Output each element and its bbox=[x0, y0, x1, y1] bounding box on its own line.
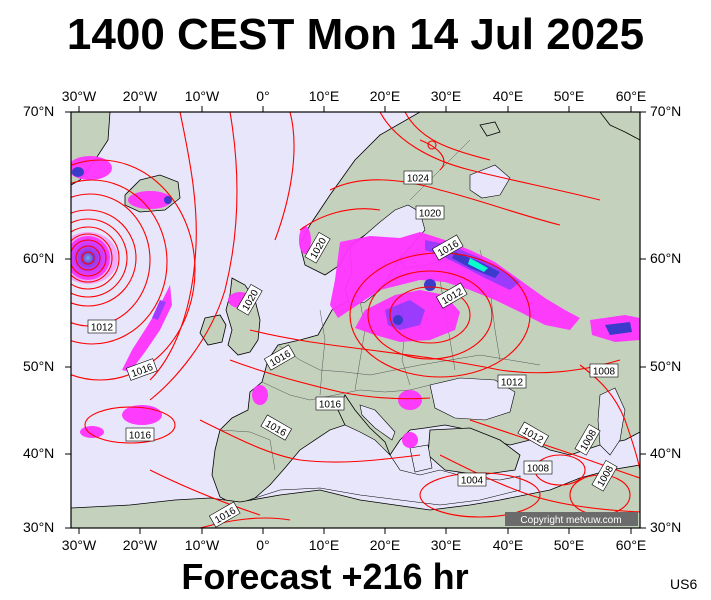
isobar-label: 1012 bbox=[497, 374, 527, 389]
lat-label-right: 60°N bbox=[650, 250, 682, 266]
isobar-label: 1020 bbox=[415, 205, 445, 220]
lon-label-top: 40°E bbox=[492, 88, 524, 104]
isobar-label: 1016 bbox=[315, 396, 345, 411]
svg-text:1008: 1008 bbox=[527, 464, 550, 475]
lon-label-bottom: 30°E bbox=[430, 537, 462, 553]
svg-text:1004: 1004 bbox=[461, 476, 484, 487]
svg-text:1008: 1008 bbox=[593, 367, 616, 378]
lon-label-bottom: 40°E bbox=[492, 537, 524, 553]
lon-label-top: 20°W bbox=[122, 88, 158, 104]
lon-label-bottom: 10°E bbox=[308, 537, 340, 553]
lat-label-right: 50°N bbox=[650, 358, 682, 374]
lat-label-left: 70°N bbox=[23, 103, 55, 119]
isobar-label: 1024 bbox=[403, 170, 433, 185]
lon-label-top: 10°W bbox=[184, 88, 220, 104]
lat-label-right: 30°N bbox=[650, 519, 682, 535]
lon-label-top: 30°W bbox=[61, 88, 97, 104]
map-frame bbox=[70, 111, 641, 529]
svg-text:1016: 1016 bbox=[129, 431, 152, 442]
copyright-badge: Copyright metvuw.com bbox=[505, 512, 638, 526]
lat-label-left: 30°N bbox=[23, 519, 55, 535]
lat-label-right: 70°N bbox=[650, 103, 682, 119]
isobar-label: 1008 bbox=[589, 363, 619, 378]
run-code: US6 bbox=[670, 576, 698, 592]
lon-label-top: 30°E bbox=[430, 88, 462, 104]
lon-label-bottom: 0° bbox=[256, 537, 270, 553]
lon-label-top: 50°E bbox=[553, 88, 585, 104]
lon-label-bottom: 60°E bbox=[615, 537, 647, 553]
svg-text:1024: 1024 bbox=[407, 174, 430, 185]
lon-label-bottom: 20°E bbox=[369, 537, 401, 553]
isobar-label: 1016 bbox=[125, 427, 155, 442]
isobar-label: 1004 bbox=[457, 472, 487, 487]
lon-label-top: 10°E bbox=[308, 88, 340, 104]
lon-label-top: 60°E bbox=[615, 88, 647, 104]
isobar-label: 1012 bbox=[87, 319, 117, 334]
isobar-label: 1008 bbox=[523, 460, 553, 475]
svg-text:1012: 1012 bbox=[91, 323, 114, 334]
svg-text:1016: 1016 bbox=[319, 400, 342, 411]
map-title: 1400 CEST Mon 14 Jul 2025 bbox=[66, 10, 645, 59]
forecast-label: Forecast +216 hr bbox=[181, 556, 469, 597]
copyright-text: Copyright metvuw.com bbox=[520, 515, 621, 526]
lat-label-left: 60°N bbox=[23, 250, 55, 266]
lon-label-bottom: 20°W bbox=[122, 537, 158, 553]
tick-marks bbox=[65, 106, 646, 534]
lat-label-left: 50°N bbox=[23, 358, 55, 374]
lon-label-top: 20°E bbox=[369, 88, 401, 104]
lat-label-left: 40°N bbox=[23, 445, 55, 461]
svg-text:1012: 1012 bbox=[501, 378, 524, 389]
svg-text:1020: 1020 bbox=[419, 209, 442, 220]
lon-label-bottom: 50°E bbox=[553, 537, 585, 553]
lat-label-right: 40°N bbox=[650, 445, 682, 461]
lon-label-top: 0° bbox=[256, 88, 270, 104]
lon-label-bottom: 30°W bbox=[61, 537, 97, 553]
lon-label-bottom: 10°W bbox=[184, 537, 220, 553]
